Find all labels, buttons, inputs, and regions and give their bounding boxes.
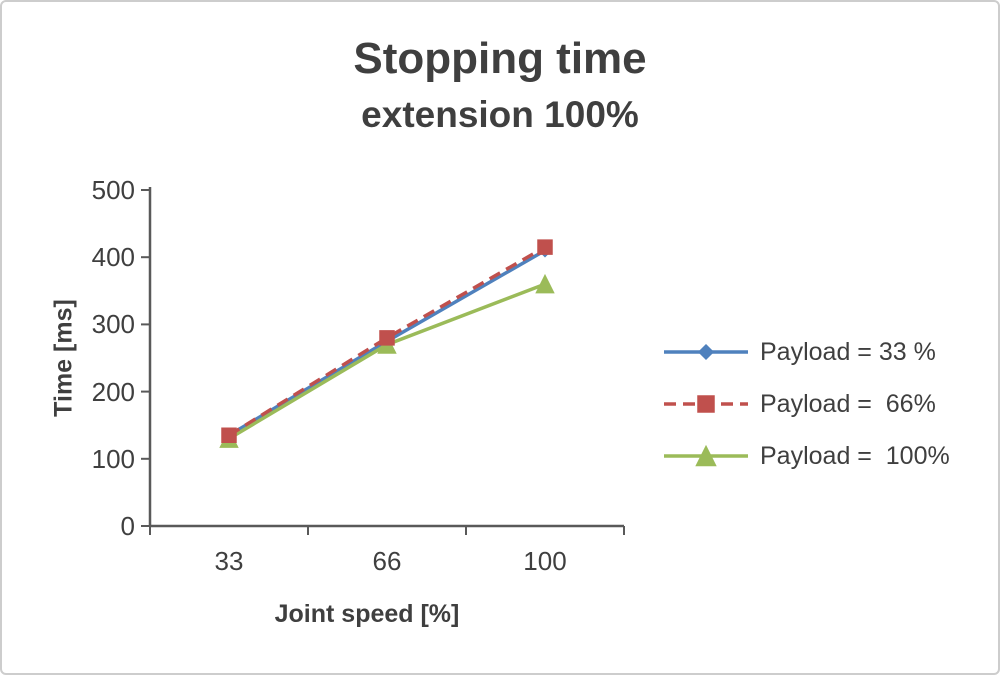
x-tick-label: 33 bbox=[214, 546, 244, 576]
triangle-marker bbox=[695, 444, 717, 467]
square-marker bbox=[697, 395, 715, 413]
legend-line-sample bbox=[664, 444, 748, 467]
diamond-marker bbox=[697, 343, 715, 361]
square-marker bbox=[221, 427, 237, 444]
legend-line-sample bbox=[664, 395, 748, 413]
y-tick-label: 400 bbox=[91, 242, 135, 273]
y-tick-label: 100 bbox=[91, 443, 135, 474]
x-tick-label: 66 bbox=[372, 546, 402, 576]
x-tick-label: 100 bbox=[523, 546, 567, 576]
y-tick-label: 0 bbox=[120, 511, 135, 541]
legend: Payload = 33 % Payload = 66% Payload = 100… bbox=[662, 338, 950, 470]
chart-subtitle: extension 100% bbox=[361, 94, 639, 135]
chart-title: Stopping time bbox=[353, 34, 647, 83]
square-marker bbox=[379, 330, 395, 346]
legend-entry: Payload = 33 % bbox=[662, 338, 950, 366]
legend-label: Payload = 66% bbox=[760, 389, 936, 418]
legend-entry: Payload = 66% bbox=[662, 390, 950, 418]
legend-entry: Payload = 100% bbox=[662, 442, 950, 470]
y-tick-label: 300 bbox=[91, 309, 135, 340]
series-line bbox=[228, 282, 546, 441]
legend-label: Payload = 100% bbox=[760, 441, 950, 470]
series-line bbox=[228, 245, 546, 437]
legend-label: Payload = 33 % bbox=[760, 337, 936, 366]
y-tick-label: 200 bbox=[91, 376, 135, 407]
triangle-marker bbox=[535, 273, 555, 294]
y-tick-label: 500 bbox=[91, 175, 135, 205]
square-marker bbox=[537, 239, 553, 255]
legend-line-sample bbox=[664, 343, 748, 361]
x-axis-title: Joint speed [%] bbox=[274, 600, 460, 628]
